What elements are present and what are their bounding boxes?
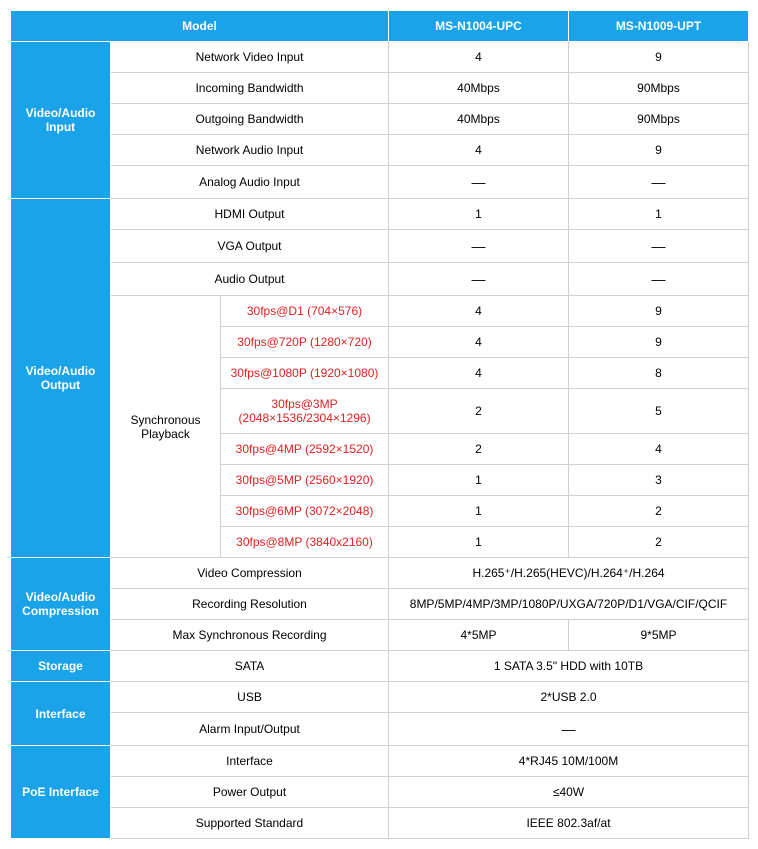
spec-value-merged: 8MP/5MP/4MP/3MP/1080P/UXGA/720P/D1/VGA/C…: [389, 589, 749, 620]
resolution-label: 30fps@1080P (1920×1080): [221, 358, 389, 389]
spec-name: Power Output: [111, 777, 389, 808]
spec-value: 40Mbps: [389, 104, 569, 135]
spec-value: 4: [389, 296, 569, 327]
spec-name: SATA: [111, 651, 389, 682]
spec-value: 1: [389, 199, 569, 230]
table-row: Storage SATA 1 SATA 3.5" HDD with 10TB: [11, 651, 749, 682]
table-row: Analog Audio Input — —: [11, 166, 749, 199]
resolution-label: 30fps@720P (1280×720): [221, 327, 389, 358]
spec-value-merged: 1 SATA 3.5" HDD with 10TB: [389, 651, 749, 682]
spec-value: 1: [569, 199, 749, 230]
spec-value: 2: [569, 496, 749, 527]
spec-value: 4: [389, 327, 569, 358]
spec-value: 9*5MP: [569, 620, 749, 651]
resolution-label: 30fps@D1 (704×576): [221, 296, 389, 327]
spec-value: 4: [389, 135, 569, 166]
resolution-label: 30fps@5MP (2560×1920): [221, 465, 389, 496]
table-row: Video/Audio Output HDMI Output 1 1: [11, 199, 749, 230]
spec-value-merged: 2*USB 2.0: [389, 682, 749, 713]
spec-name: Interface: [111, 746, 389, 777]
category-poe-interface: PoE Interface: [11, 746, 111, 839]
spec-value: 9: [569, 135, 749, 166]
spec-value: 2: [389, 434, 569, 465]
table-row: PoE Interface Interface 4*RJ45 10M/100M: [11, 746, 749, 777]
spec-value: —: [389, 230, 569, 263]
table-row: Alarm Input/Output —: [11, 713, 749, 746]
table-header-row: Model MS-N1004-UPC MS-N1009-UPT: [11, 11, 749, 42]
table-row: Power Output ≤40W: [11, 777, 749, 808]
table-row: Video/Audio Compression Video Compressio…: [11, 558, 749, 589]
spec-value: —: [389, 166, 569, 199]
spec-name: Analog Audio Input: [111, 166, 389, 199]
spec-value: —: [569, 263, 749, 296]
spec-value: 2: [569, 527, 749, 558]
spec-value-merged: —: [389, 713, 749, 746]
spec-value: —: [569, 166, 749, 199]
table-row: Audio Output — —: [11, 263, 749, 296]
spec-value: 4: [389, 42, 569, 73]
resolution-label: 30fps@4MP (2592×1520): [221, 434, 389, 465]
spec-value: 2: [389, 389, 569, 434]
spec-value: 1: [389, 527, 569, 558]
spec-name: Supported Standard: [111, 808, 389, 839]
spec-value: 90Mbps: [569, 73, 749, 104]
table-row: Max Synchronous Recording 4*5MP 9*5MP: [11, 620, 749, 651]
spec-value: 9: [569, 296, 749, 327]
col2-header: MS-N1009-UPT: [569, 11, 749, 42]
spec-value-merged: IEEE 802.3af/at: [389, 808, 749, 839]
table-row: Incoming Bandwidth 40Mbps 90Mbps: [11, 73, 749, 104]
col1-header: MS-N1004-UPC: [389, 11, 569, 42]
spec-name: Recording Resolution: [111, 589, 389, 620]
category-storage: Storage: [11, 651, 111, 682]
table-row: Network Audio Input 4 9: [11, 135, 749, 166]
table-row: Video/Audio Input Network Video Input 4 …: [11, 42, 749, 73]
table-row: Synchronous Playback 30fps@D1 (704×576) …: [11, 296, 749, 327]
spec-name: Network Audio Input: [111, 135, 389, 166]
spec-value-merged: ≤40W: [389, 777, 749, 808]
resolution-label: 30fps@3MP (2048×1536/2304×1296): [221, 389, 389, 434]
spec-value-merged: H.265⁺/H.265(HEVC)/H.264⁺/H.264: [389, 558, 749, 589]
spec-value: 40Mbps: [389, 73, 569, 104]
spec-value: —: [569, 230, 749, 263]
resolution-label: 30fps@6MP (3072×2048): [221, 496, 389, 527]
category-video-audio-input: Video/Audio Input: [11, 42, 111, 199]
spec-value: 9: [569, 42, 749, 73]
spec-value: 90Mbps: [569, 104, 749, 135]
model-header: Model: [11, 11, 389, 42]
spec-value: 1: [389, 496, 569, 527]
spec-value: 5: [569, 389, 749, 434]
category-video-audio-output: Video/Audio Output: [11, 199, 111, 558]
spec-name: Alarm Input/Output: [111, 713, 389, 746]
spec-value-merged: 4*RJ45 10M/100M: [389, 746, 749, 777]
spec-value: —: [389, 263, 569, 296]
spec-value: 4: [389, 358, 569, 389]
spec-value: 9: [569, 327, 749, 358]
spec-name: Max Synchronous Recording: [111, 620, 389, 651]
spec-name: Video Compression: [111, 558, 389, 589]
resolution-label: 30fps@8MP (3840x2160): [221, 527, 389, 558]
spec-name: USB: [111, 682, 389, 713]
spec-name: Outgoing Bandwidth: [111, 104, 389, 135]
spec-table: Model MS-N1004-UPC MS-N1009-UPT Video/Au…: [10, 10, 749, 839]
category-video-audio-compression: Video/Audio Compression: [11, 558, 111, 651]
spec-value: 4*5MP: [389, 620, 569, 651]
spec-value: 4: [569, 434, 749, 465]
table-row: Interface USB 2*USB 2.0: [11, 682, 749, 713]
table-row: VGA Output — —: [11, 230, 749, 263]
spec-name: Network Video Input: [111, 42, 389, 73]
table-row: Outgoing Bandwidth 40Mbps 90Mbps: [11, 104, 749, 135]
sync-playback-label: Synchronous Playback: [111, 296, 221, 558]
spec-name: VGA Output: [111, 230, 389, 263]
spec-name: Incoming Bandwidth: [111, 73, 389, 104]
spec-value: 1: [389, 465, 569, 496]
spec-value: 8: [569, 358, 749, 389]
table-row: Supported Standard IEEE 802.3af/at: [11, 808, 749, 839]
category-interface: Interface: [11, 682, 111, 746]
table-row: Recording Resolution 8MP/5MP/4MP/3MP/108…: [11, 589, 749, 620]
spec-name: HDMI Output: [111, 199, 389, 230]
spec-name: Audio Output: [111, 263, 389, 296]
spec-value: 3: [569, 465, 749, 496]
